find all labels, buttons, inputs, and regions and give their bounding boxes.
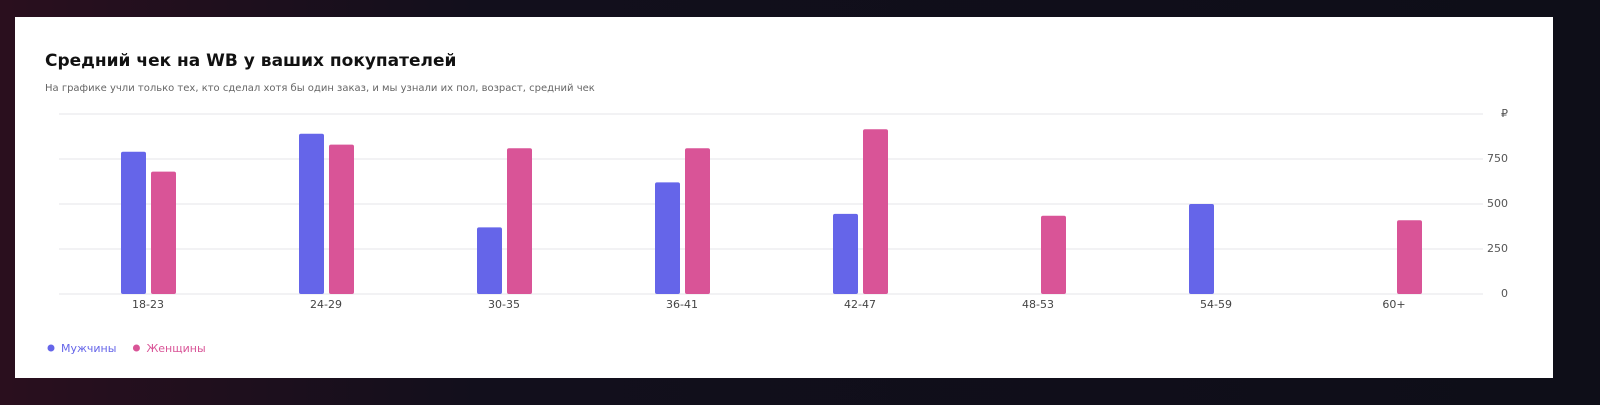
card (15, 17, 1553, 378)
legend-label: Мужчины (61, 342, 116, 355)
x-tick-label: 42-47 (844, 298, 876, 311)
bar (121, 151, 146, 294)
legend-label: Женщины (146, 342, 205, 355)
bar (1041, 215, 1066, 294)
x-tick-label: 18-23 (132, 298, 164, 311)
chart-title: Средний чек на WB у ваших покупателей (45, 51, 456, 71)
y-tick-label: 750 (1487, 152, 1508, 165)
x-tick-label: 36-41 (666, 298, 698, 311)
legend-marker (132, 344, 140, 352)
bar (1397, 220, 1422, 294)
bar (685, 148, 710, 294)
x-tick-label: 24-29 (310, 298, 342, 311)
x-tick-label: 60+ (1382, 298, 1405, 311)
y-tick-label: 0 (1501, 287, 1508, 300)
bar (833, 213, 858, 294)
bar (329, 144, 354, 294)
x-tick-label: 30-35 (488, 298, 520, 311)
x-tick-label: 54-59 (1200, 298, 1232, 311)
y-tick-label: ₽ (1501, 107, 1508, 120)
bar (655, 182, 680, 294)
x-tick-label: 48-53 (1022, 298, 1054, 311)
bar (477, 227, 502, 294)
y-tick-label: 250 (1487, 242, 1508, 255)
bar (863, 129, 888, 294)
bar (507, 148, 532, 294)
legend-marker (47, 344, 55, 352)
y-tick-label: 500 (1487, 197, 1508, 210)
bar (1189, 204, 1214, 294)
bar (151, 171, 176, 294)
bar (299, 133, 324, 294)
chart-subtitle: На графике учли только тех, кто сделал х… (45, 83, 595, 94)
